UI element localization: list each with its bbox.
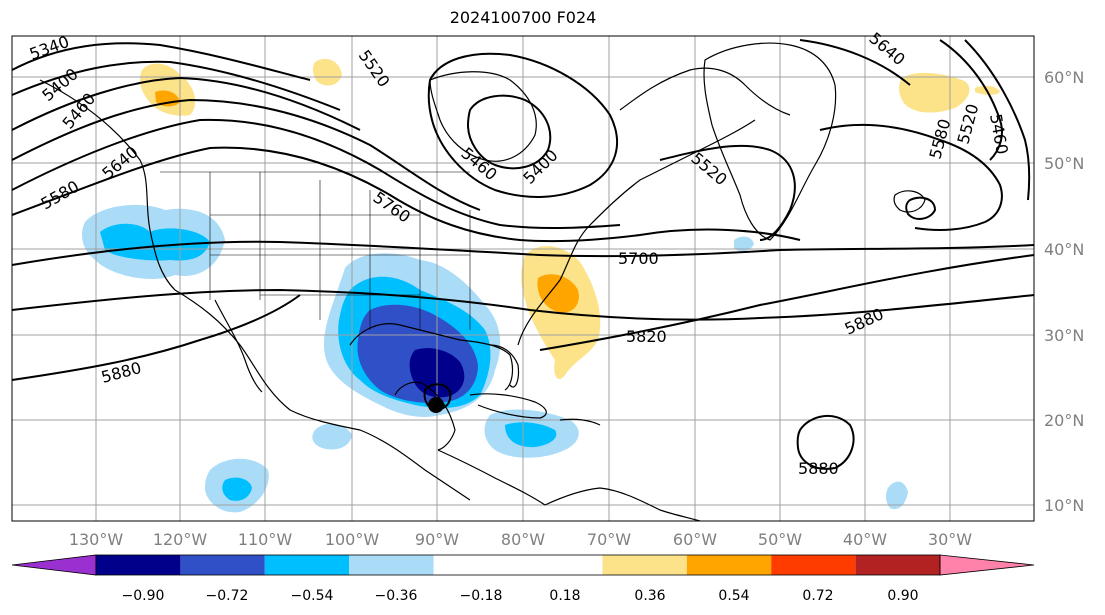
coast-greenland	[703, 42, 837, 241]
colorbar-bin	[771, 555, 856, 575]
lon-label: 90°W	[415, 530, 459, 549]
map-title: 2024100700 F024	[449, 8, 597, 27]
contour-label: 5700	[618, 249, 659, 268]
coast-iceland	[893, 190, 926, 213]
colorbar: −0.90 −0.72 −0.54 −0.36 −0.18 0.18 0.36 …	[11, 554, 1035, 604]
shade-light-blue-mexico	[312, 423, 352, 450]
colorbar-tick-label: 0.90	[887, 588, 918, 604]
colorbar-tick-label: 0.18	[549, 588, 580, 604]
coast-hudson	[429, 71, 537, 162]
coast-labrador	[619, 67, 791, 116]
lon-label: 80°W	[501, 530, 545, 549]
longitude-labels: 130°W 120°W 110°W 100°W 90°W 80°W 70°W 6…	[69, 530, 972, 549]
coast-baja	[214, 299, 263, 393]
lon-label: 50°W	[758, 530, 802, 549]
graticule	[12, 36, 1034, 521]
lon-label: 110°W	[238, 530, 293, 549]
colorbar-tick-label: 0.36	[634, 588, 665, 604]
colorbar-bin	[855, 555, 940, 575]
lon-label: 120°W	[153, 530, 208, 549]
lon-label: 130°W	[69, 530, 124, 549]
colorbar-tick-label: −0.54	[291, 588, 334, 604]
hurricane-center-marker	[428, 397, 444, 413]
colorbar-bin	[96, 555, 181, 575]
lat-label: 30°N	[1044, 326, 1084, 345]
coast-south-america	[544, 487, 701, 522]
shade-orange-eastcoast	[537, 274, 579, 313]
colorbar-tick-label: −0.36	[375, 588, 418, 604]
colorbar-tick-label: 0.54	[718, 588, 749, 604]
lon-label: 30°W	[928, 530, 972, 549]
state-borders	[160, 171, 471, 330]
coast-gulf	[349, 323, 514, 391]
colorbar-bin	[180, 555, 265, 575]
colorbar-bin	[349, 555, 434, 575]
lat-label: 40°N	[1044, 240, 1084, 259]
colorbar-bin	[518, 555, 603, 575]
contour-label: 5820	[626, 327, 667, 346]
contour-label: 5880	[798, 459, 839, 478]
coast-florida	[489, 344, 520, 388]
lat-label: 60°N	[1044, 68, 1084, 87]
shade-blue-caribbean	[505, 422, 557, 448]
shade-blue-west	[100, 223, 210, 261]
lat-label: 10°N	[1044, 496, 1084, 515]
height-contours	[10, 39, 1035, 470]
lon-label: 70°W	[587, 530, 631, 549]
colorbar-tick-label: 0.72	[802, 588, 833, 604]
lat-label: 50°N	[1044, 154, 1084, 173]
coast-hispaniola	[559, 418, 601, 426]
colorbar-bin	[602, 555, 687, 575]
shade-yellow-canada-mid	[312, 58, 342, 86]
shade-light-blue-atlantic	[885, 481, 908, 510]
colorbar-tick-label: −0.90	[122, 588, 165, 604]
colorbar-tick-label: −0.72	[206, 588, 249, 604]
lat-label: 20°N	[1044, 411, 1084, 430]
colorbar-high-extend	[939, 554, 1035, 576]
colorbar-bin	[433, 555, 518, 575]
colorbar-low-extend	[11, 554, 97, 576]
shade-blue-pacific	[222, 477, 252, 501]
coast-north-america-west	[39, 79, 471, 501]
coast-central-america	[437, 449, 546, 506]
coast-cuba	[469, 393, 547, 419]
colorbar-tick-label: −0.18	[460, 588, 503, 604]
shade-light-blue-atl-small	[734, 236, 754, 252]
shade-yellow-atlantic-north	[899, 72, 970, 113]
lon-label: 40°W	[843, 530, 887, 549]
latitude-labels: 60°N 50°N 40°N 30°N 20°N 10°N	[1044, 68, 1084, 515]
colorbar-outline	[95, 554, 941, 576]
colorbar-bin	[264, 555, 350, 575]
lon-label: 60°W	[673, 530, 717, 549]
colorbar-bin	[686, 555, 772, 575]
lon-label: 100°W	[325, 530, 380, 549]
map-frame	[11, 35, 1035, 522]
